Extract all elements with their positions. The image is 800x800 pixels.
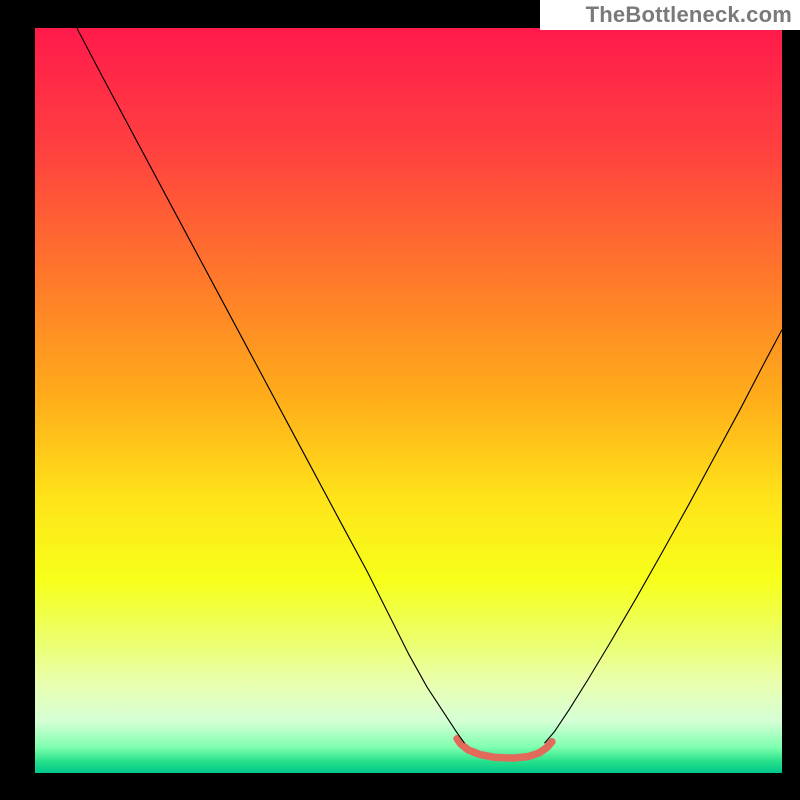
bottleneck-marker-curve — [457, 739, 552, 758]
chart-container: TheBottleneck.com — [0, 0, 800, 800]
watermark-text: TheBottleneck.com — [586, 2, 792, 28]
curve-layer — [35, 28, 782, 773]
plot-area — [35, 28, 782, 773]
left-descending-curve — [77, 28, 465, 743]
right-ascending-curve — [544, 330, 782, 743]
